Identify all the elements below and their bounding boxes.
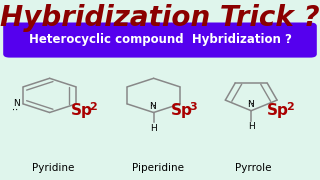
Text: Hybridization Trick ?: Hybridization Trick ? bbox=[0, 4, 320, 32]
Text: Sp: Sp bbox=[171, 103, 193, 118]
Text: ⋅⋅: ⋅⋅ bbox=[150, 101, 156, 111]
Text: 2: 2 bbox=[286, 102, 293, 112]
Text: N: N bbox=[13, 99, 20, 108]
Text: H: H bbox=[248, 122, 255, 131]
FancyBboxPatch shape bbox=[3, 22, 317, 58]
Text: Pyrrole: Pyrrole bbox=[235, 163, 271, 173]
Text: ⋅⋅: ⋅⋅ bbox=[12, 105, 18, 115]
Text: Sp: Sp bbox=[70, 103, 92, 118]
Text: Pyridine: Pyridine bbox=[32, 163, 74, 173]
Text: N: N bbox=[247, 100, 254, 109]
Text: 3: 3 bbox=[190, 102, 197, 112]
Text: Piperidine: Piperidine bbox=[132, 163, 184, 173]
Text: Sp: Sp bbox=[267, 103, 289, 118]
Text: N: N bbox=[149, 102, 156, 111]
Text: 2: 2 bbox=[89, 102, 97, 112]
Text: Heterocyclic compound  Hybridization ?: Heterocyclic compound Hybridization ? bbox=[28, 33, 292, 46]
Text: ⋅⋅: ⋅⋅ bbox=[248, 99, 254, 109]
Text: H: H bbox=[150, 124, 157, 133]
